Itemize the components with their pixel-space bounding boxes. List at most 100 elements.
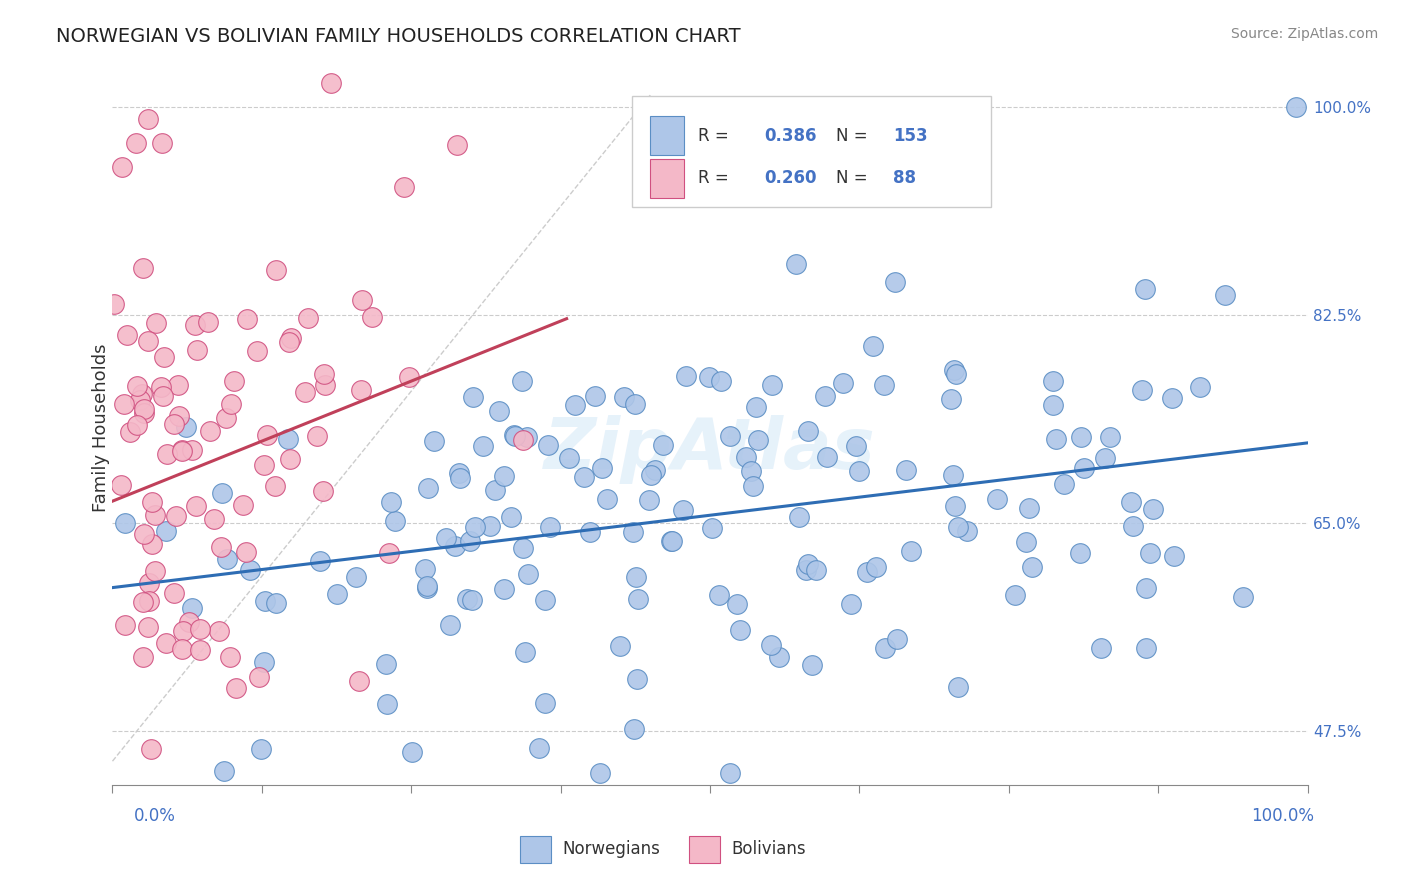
Point [627,592,650,607]
Point [264,479,287,493]
Point [862,339,884,353]
Point [280,331,302,345]
Point [1160,391,1182,405]
Point [312,367,335,381]
Point [1232,591,1254,605]
Point [239,839,262,854]
Point [815,450,838,464]
Point [537,438,560,452]
Point [204,512,226,526]
Point [163,417,186,431]
Point [131,386,153,401]
Point [865,559,887,574]
Point [735,450,758,464]
Point [626,672,648,686]
Text: 100.0%: 100.0% [1251,807,1315,825]
Point [156,447,179,461]
Point [174,419,197,434]
Point [740,464,762,478]
Point [170,444,193,458]
Point [138,112,160,126]
Point [349,674,371,689]
Point [155,524,177,538]
Point [804,563,827,577]
Point [942,467,965,482]
Point [942,362,965,376]
Point [264,263,287,277]
Point [700,521,723,535]
Point [246,343,269,358]
Point [1122,519,1144,533]
Text: 0.260: 0.260 [763,169,817,187]
Point [111,160,134,174]
Point [458,533,481,548]
Point [1045,432,1067,446]
Point [118,425,141,439]
Point [136,620,159,634]
Point [1142,501,1164,516]
Point [225,681,247,695]
Point [516,430,538,444]
Text: R =: R = [699,127,734,145]
Point [845,439,868,453]
Point [1189,380,1212,394]
Point [172,624,194,639]
Point [534,697,557,711]
Point [839,597,862,611]
Point [374,657,396,671]
Point [125,378,148,392]
Point [350,383,373,397]
Point [394,180,416,194]
Point [564,398,586,412]
Point [278,334,301,349]
Text: N =: N = [835,169,872,187]
Point [413,562,436,576]
Point [558,451,581,466]
Point [1135,581,1157,595]
Point [184,318,207,332]
Point [186,343,208,357]
Point [943,500,966,514]
Point [439,617,461,632]
Point [326,586,349,600]
Text: ZipAtlas: ZipAtlas [544,415,876,484]
Point [200,424,222,438]
Point [1018,501,1040,516]
Point [886,632,908,647]
Point [212,764,235,778]
Point [1094,450,1116,465]
Point [165,508,187,523]
Point [644,463,666,477]
Point [652,438,675,452]
Point [280,451,302,466]
Point [1099,429,1122,443]
Point [533,593,555,607]
Point [215,552,238,566]
Point [456,591,478,606]
Point [416,579,439,593]
Point [172,642,194,657]
Point [472,439,495,453]
Point [141,495,163,509]
Point [1069,546,1091,560]
Point [478,519,501,533]
Point [710,374,733,388]
Point [170,442,193,457]
Point [1139,546,1161,560]
Point [609,640,631,654]
Point [416,581,439,595]
Point [256,428,278,442]
Point [621,525,644,540]
Point [596,491,619,506]
Point [297,310,319,325]
Point [1135,641,1157,656]
Point [591,461,613,475]
Text: Bolivians: Bolivians [731,840,806,858]
Point [725,597,748,611]
Point [672,503,695,517]
Point [209,541,232,555]
Point [894,462,917,476]
Point [219,397,242,411]
Text: 0.0%: 0.0% [134,807,176,825]
Point [143,508,166,523]
